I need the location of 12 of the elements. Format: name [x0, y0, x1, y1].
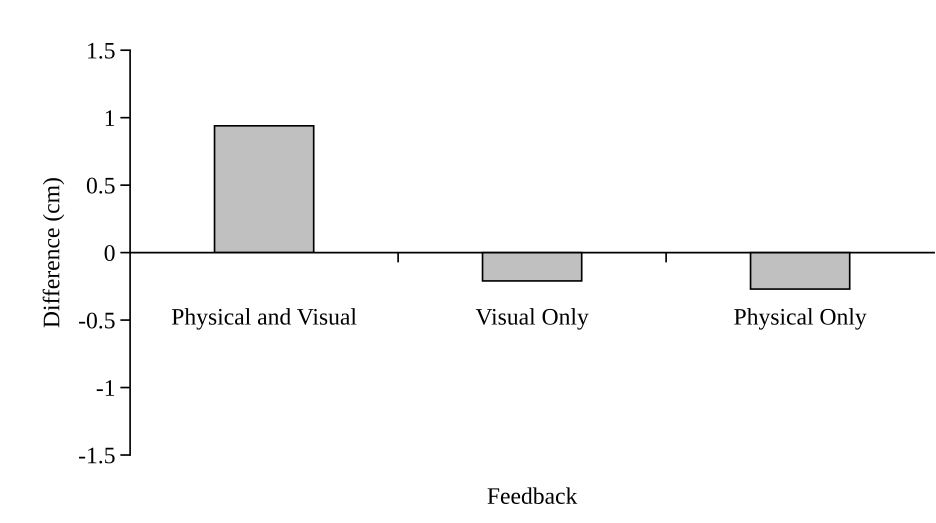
y-tick-label: -0.5 [79, 312, 115, 329]
y-tick-label: 1 [106, 110, 114, 126]
x-axis-title: Feedback [488, 487, 578, 504]
x-tick-label: Physical Only [734, 308, 867, 330]
x-tick-label: Visual Only [476, 308, 589, 330]
y-axis-title: Difference (cm) [42, 178, 64, 328]
y-tick-label: -1.5 [79, 448, 115, 464]
x-tick-label: Physical and Visual [172, 308, 356, 330]
y-tick-label: 1.5 [88, 42, 115, 59]
y-tick-label: 0 [104, 245, 115, 262]
y-tick-label: -1 [96, 380, 114, 396]
y-tick-label: 0.5 [86, 178, 115, 194]
